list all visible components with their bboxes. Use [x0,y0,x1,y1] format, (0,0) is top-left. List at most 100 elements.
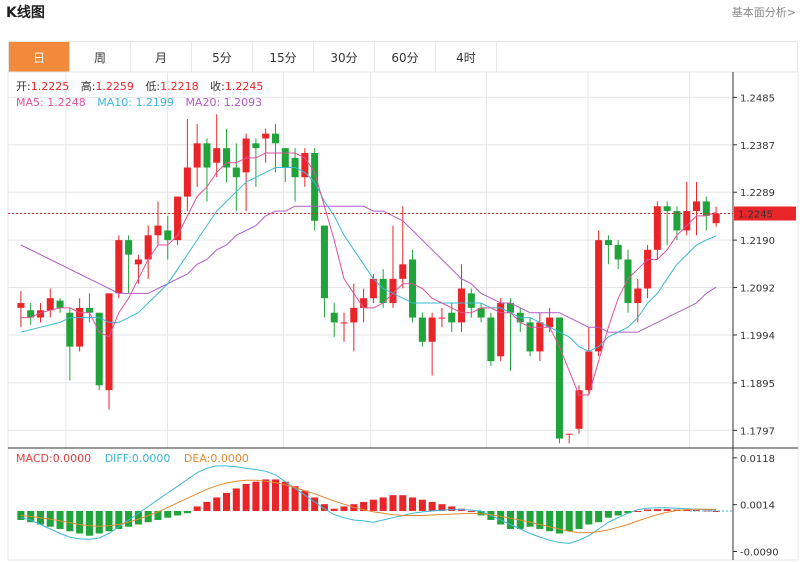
macd-bar [56,510,64,529]
candle-body [477,307,485,318]
macd-bar [262,479,270,511]
ma10-label: MA10: [97,96,135,109]
macd-bar [428,501,436,511]
macd-bar [183,510,191,514]
fundamental-analysis-link[interactable]: 基本面分析> [731,6,796,19]
tab-30min[interactable]: 30分 [314,42,375,72]
candle-body [311,153,319,221]
ma20-line [20,205,717,333]
candle-body [301,153,309,178]
high-label: 高: [81,79,96,93]
macd-bar [85,510,93,536]
macd-bar [291,486,299,511]
macd-bar [360,501,368,511]
price-tick-label: 1.2387 [740,141,775,152]
candle-body [340,322,348,324]
tab-month[interactable]: 月 [131,42,192,72]
candle-body [653,206,661,250]
dea-label: DEA: [184,452,210,465]
macd-axis: 0.0118 0.0014 -0.0090 [733,454,779,558]
macd-bar [467,510,475,512]
candle-body [164,230,172,241]
macd-legend: MACD:0.0000 DIFF:0.0000 DEA:0.0000 [16,452,249,465]
dea-line [20,479,717,534]
tab-60min[interactable]: 60分 [375,42,436,72]
candle-body [399,264,407,279]
tab-15min[interactable]: 15分 [253,42,314,72]
macd-bar [76,510,84,534]
candle-body [125,240,133,255]
candle-body [76,307,84,347]
candle-body [585,351,593,391]
ma5-line [20,152,717,396]
candle-body [536,322,544,352]
candle-body [418,317,426,342]
candle-body [546,317,554,328]
diff-value: 0.0000 [132,452,171,465]
macd-bar [692,510,701,512]
macd-bar [389,495,397,511]
candle-body [222,148,231,168]
high-value: 1.2259 [95,80,134,93]
macd-bar [213,497,221,511]
macd-bar [271,479,280,511]
candle-body [506,303,515,313]
tab-day[interactable]: 日 [9,42,70,72]
macd-bar [203,501,211,511]
candle-body [252,143,260,149]
macd-bar [604,510,612,518]
low-value: 1.2218 [160,80,199,93]
macd-bar [66,510,74,532]
macd-bar [144,510,152,523]
open-value: 1.2225 [31,80,70,93]
candle-body [575,390,583,429]
macd-bar [555,510,563,534]
candle-body [85,307,93,313]
candle-body [712,213,720,224]
macd-bar [546,510,554,532]
price-tick-label: 1.1895 [740,379,775,390]
candle-body [213,148,221,163]
macd-bar [301,490,309,511]
candle-body [379,278,387,304]
candle-body [604,240,612,245]
candle-body [56,300,64,308]
macd-bar [634,510,642,512]
price-tick-label: 1.2289 [740,188,775,199]
price-tick-label: 1.1797 [740,426,775,437]
candle-body [467,293,475,308]
tab-5min[interactable]: 5分 [192,42,253,72]
page-title: K线图 [6,5,45,21]
candle-body [663,206,671,212]
candle-body [281,148,289,168]
tab-4hour[interactable]: 4时 [436,42,497,72]
candle-body [134,259,142,265]
macd-tick-label: 0.0118 [740,454,775,465]
tab-week[interactable]: 周 [70,42,131,72]
macd-bar [340,506,348,511]
candle-body [66,312,74,347]
candle-body [369,278,377,299]
candle-body [144,235,152,260]
candle-body [692,201,701,212]
low-label: 低: [145,80,160,93]
macd-bar [565,510,573,532]
macd-bar [644,509,652,511]
macd-bar [653,509,661,511]
macd-label: MACD: [16,452,53,465]
macd-bar [536,510,544,529]
macd-bar [17,510,25,520]
candle-body [634,288,642,304]
diff-label: DIFF: [105,452,132,465]
macd-bar [311,497,319,511]
candle-body [193,143,201,168]
candle-body [95,312,103,386]
macd-bar [624,510,632,514]
candle-body [565,433,573,435]
candle-body [242,138,250,173]
macd-bar [575,510,583,529]
candle-body [360,298,368,308]
candle-body [350,307,358,323]
candle-body [105,293,113,391]
